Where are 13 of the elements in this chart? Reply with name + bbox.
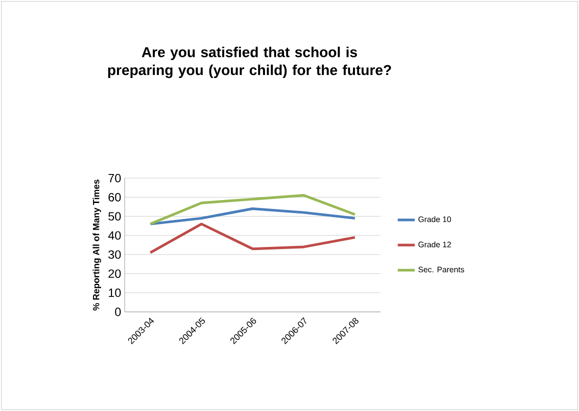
y-tick-label: 0 xyxy=(115,308,121,316)
y-tick-label: 10 xyxy=(108,288,121,297)
y-tick-label: 60 xyxy=(108,192,121,202)
line-series xyxy=(149,222,356,254)
y-tick-label: 50 xyxy=(108,212,121,220)
line-series xyxy=(149,207,356,226)
y-tick-label: 20 xyxy=(108,269,121,278)
y-tick-label: 70 xyxy=(108,174,121,182)
line-series xyxy=(149,194,356,226)
chart-title: Are you satisfied that school is preparing you (your child) for the future? xyxy=(108,46,392,78)
y-tick-label: 30 xyxy=(108,250,121,259)
y-tick-label: 40 xyxy=(108,231,121,240)
y-axis-title: % Reporting All of Many Times xyxy=(92,180,102,310)
